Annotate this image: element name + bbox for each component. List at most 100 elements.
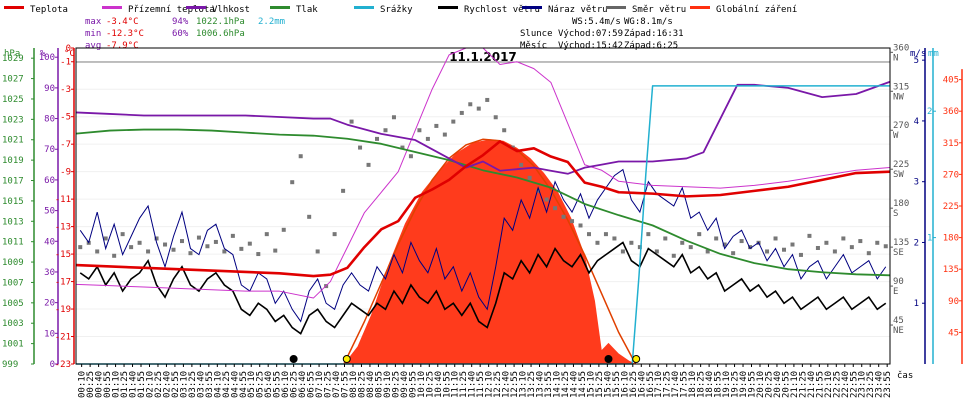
wind-dir-point [171,247,176,252]
legend-entry: Směr větru [606,5,686,15]
axis-wind-dir-tick-label: 315 [893,82,909,92]
axis-wind-speed-tick-label: 4 [914,117,919,127]
legend-label: Rychlost větru [464,5,540,15]
axis-temperature-tick-label: -5 [60,113,71,123]
x-tick-label: 22:55 [849,371,859,398]
axis-radiation-tick-label: 180 [943,234,959,244]
wind-dir-point [137,240,142,245]
axis-pressure-tick-label: 999 [2,360,18,370]
unit-ms: m/s [910,49,926,59]
series-wind-speed [79,241,887,335]
x-tick-label: 01:40 [129,371,139,398]
wind-dir-point [866,251,871,256]
axis-humidity-tick-label: 80 [44,115,55,125]
axis-radiation-tick-label: 315 [943,139,959,149]
axis-pressure-tick-label: 1015 [2,197,24,207]
wind-dir-point [146,249,151,254]
x-tick-label: 15:10 [586,371,596,398]
x-tick-label: 13:25 [527,371,537,398]
wind-dir-point [417,128,422,133]
axis-radiation-tick-label: 135 [943,265,959,275]
axis-temperature-tick-label: 0 [66,44,71,54]
x-tick-label: 09:40 [400,371,410,398]
legend-swatch [690,6,710,9]
x-tick-label: 16:55 [646,371,656,398]
legend-label: Globální záření [716,5,797,15]
wind-dir-point [722,242,727,247]
x-tick-label: 16:25 [629,371,639,398]
x-tick-label: 07:25 [324,371,334,398]
axis-radiation-tick-label: 225 [943,202,959,212]
axis-humidity-tick-label: 60 [44,176,55,186]
wind-sun-info: WS:5.4m/s WG:8.1m/s Slunce Východ:07:59 … [520,17,684,51]
series-wind-gust [79,168,887,323]
unit-time: čas [897,370,913,381]
x-tick-label: 12:55 [510,371,520,398]
wind-dir-point [375,136,380,141]
x-tick-label: 00:25 [86,371,96,398]
axis-radiation-tick-label: 90 [948,297,959,307]
x-tick-label: 23:10 [858,371,868,398]
wind-dir-point [332,232,337,237]
legend-swatch [438,6,458,9]
plot-frame [75,47,891,365]
legend-entry: Teplota [4,5,68,15]
unit-degc: °C [64,49,75,59]
legend-label: Srážky [380,5,413,15]
legend-label: Tlak [296,5,318,15]
axis-wind-speed-tick-label: 1 [914,299,919,309]
x-tick-label: 12:10 [485,371,495,398]
axis-pressure-tick-label: 1011 [2,238,24,248]
axis-rain-tick-label: 2 [927,107,932,117]
axis-humidity-tick-label: 100 [39,53,55,63]
wind-dir-point [731,251,736,256]
axis-humidity-tick-label: 50 [44,207,55,217]
x-tick-label: 21:55 [815,371,825,398]
legend-label: Přízemní teplota [128,5,215,15]
x-tick-label: 08:40 [366,371,376,398]
axis-radiation-tick-label: 45 [948,328,959,338]
axis-pressure-tick-label: 1007 [2,278,24,288]
wind-dir-point [247,241,252,246]
x-tick-label: 02:40 [162,371,172,398]
x-tick-label: 05:10 [247,371,257,398]
legend-label: Směr větru [632,5,686,15]
unit-hpa: hPa [4,49,20,59]
axis-wind-dir-name: NW [893,92,904,102]
x-tick-label: 20:25 [764,371,774,398]
info-ws: WS:5.4m/s [572,17,621,27]
legend-swatch [102,6,122,9]
axis-humidity-tick-label: 90 [44,84,55,94]
axis-wind-dir-tick-label: 45 [893,316,904,326]
wind-dir-point [629,240,634,245]
x-tick-label: 06:55 [307,371,317,398]
wind-dir-point [408,154,413,159]
wind-dir-point [561,214,566,219]
x-tick-label: 07:40 [332,371,342,398]
x-tick-label: 16:10 [620,371,630,398]
x-tick-label: 22:25 [832,371,842,398]
stats-block: max -3.4°C 94% 1022.1hPa 2.2mm min -12.3… [85,17,285,51]
x-tick-label: 18:55 [714,371,724,398]
wind-dir-point [654,249,659,254]
x-tick-label: 02:55 [171,371,181,398]
wind-dir-point [205,244,210,249]
legend-swatch [4,6,24,9]
x-tick-label: 19:55 [748,371,758,398]
wind-dir-point [298,154,303,159]
wind-dir-point [697,232,702,237]
wind-dir-point [519,162,524,167]
wind-dir-point [553,206,558,211]
x-tick-label: 20:40 [773,371,783,398]
x-tick-label: 14:55 [578,371,588,398]
x-tick-label: 14:10 [552,371,562,398]
wind-dir-point [883,244,888,249]
axis-pressure-tick-label: 1013 [2,217,24,227]
wind-dir-point [705,249,710,254]
x-tick-label: 15:55 [612,371,622,398]
axis-pressure-tick-label: 1001 [2,340,24,350]
stat-min-press: 1006.6hPa [196,29,245,39]
x-tick-label: 17:55 [680,371,690,398]
x-tick-label: 00:10 [78,371,88,398]
wind-dir-point [570,219,575,224]
